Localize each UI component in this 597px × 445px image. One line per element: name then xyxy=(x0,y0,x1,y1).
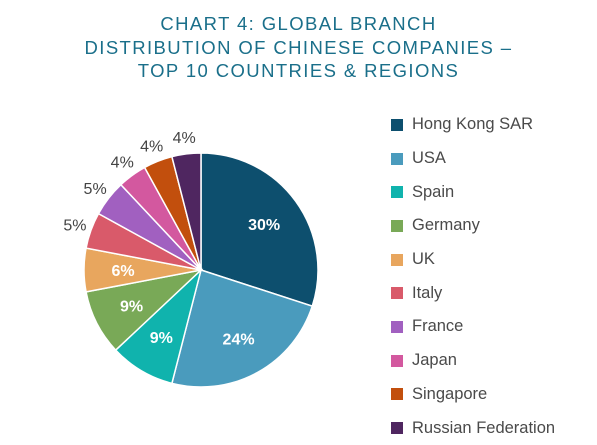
chart-title: CHART 4: GLOBAL BRANCH DISTRIBUTION OF C… xyxy=(0,12,597,83)
legend-item-france: France xyxy=(391,310,597,344)
legend-swatch-germany xyxy=(391,219,403,232)
legend-label-france: France xyxy=(412,317,464,336)
legend-item-uk: UK xyxy=(391,243,597,277)
legend-label-spain: Spain xyxy=(412,182,455,201)
pie-slice-hong-kong-sar xyxy=(200,152,319,308)
data-label-uk: 6% xyxy=(111,263,134,280)
legend-item-spain: Spain xyxy=(391,175,597,209)
data-label-usa: 24% xyxy=(223,331,255,348)
legend-label-japan: Japan xyxy=(412,351,457,370)
legend-swatch-france xyxy=(391,320,403,333)
data-label-italy: 5% xyxy=(63,218,86,235)
legend-label-uk: UK xyxy=(412,250,435,269)
legend-label-italy: Italy xyxy=(412,283,443,302)
data-label-spain: 9% xyxy=(150,330,173,347)
legend-label-singapore: Singapore xyxy=(412,384,488,403)
pie-data-labels: 30%24%9%9%6%5%5%4%4% 4% xyxy=(63,130,280,348)
data-label-germany: 9% xyxy=(120,298,143,315)
chart-title-line-1: CHART 4: GLOBAL BRANCH xyxy=(160,13,437,34)
legend-item-usa: USA xyxy=(391,142,597,176)
legend-label-russian-federation: Russian Federation xyxy=(412,418,556,437)
data-label-hong-kong-sar: 30% xyxy=(248,217,280,234)
legend-swatch-russian-federation xyxy=(391,422,403,435)
pie-slice-usa xyxy=(170,269,314,388)
chart-title-line-2: DISTRIBUTION OF CHINESE COMPANIES – xyxy=(84,36,513,58)
legend-label-hong-kong-sar: Hong Kong SAR xyxy=(412,115,534,134)
data-label-japan: 4% xyxy=(111,155,134,172)
chart-legend: Hong Kong SAR USA Spain Germany UK Italy Franc… xyxy=(391,108,597,445)
pie-slices xyxy=(83,152,319,388)
legend-item-russian-federation: Russian Federation xyxy=(391,411,597,445)
legend-swatch-spain xyxy=(391,186,403,199)
legend-swatch-japan xyxy=(391,354,403,367)
data-label-france: 5% xyxy=(84,181,107,198)
data-label-singapore: 4% xyxy=(140,138,163,155)
legend-swatch-uk xyxy=(391,253,403,266)
legend-label-usa: USA xyxy=(412,149,446,168)
legend-swatch-italy xyxy=(391,287,403,300)
legend-item-hong-kong-sar: Hong Kong SAR xyxy=(391,108,597,142)
data-label-russian-federation: 4% xyxy=(173,130,196,147)
legend-swatch-singapore xyxy=(391,388,403,401)
legend-item-japan: Japan xyxy=(391,344,597,378)
legend-label-germany: Germany xyxy=(412,216,480,235)
legend-swatch-usa xyxy=(391,152,403,165)
legend-swatch-hong-kong-sar xyxy=(391,118,403,131)
legend-item-singapore: Singapore xyxy=(391,378,597,412)
chart-title-line-3: TOP 10 COUNTRIES & REGIONS xyxy=(137,60,460,81)
legend-item-germany: Germany xyxy=(391,209,597,243)
legend-item-italy: Italy xyxy=(391,276,597,310)
pie-slice-russian-federation xyxy=(170,152,202,271)
